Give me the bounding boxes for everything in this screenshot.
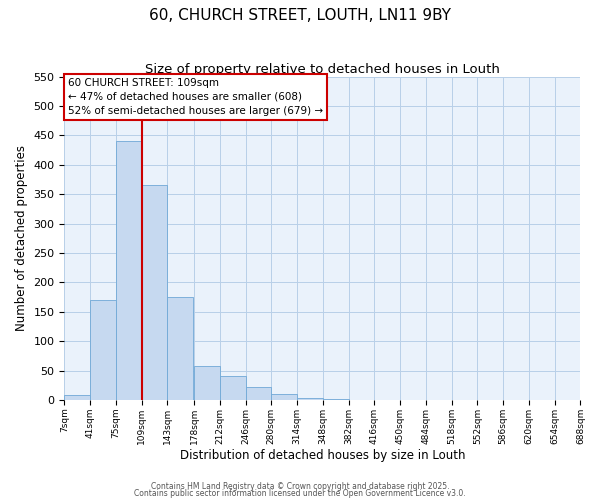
- Text: Contains HM Land Registry data © Crown copyright and database right 2025.: Contains HM Land Registry data © Crown c…: [151, 482, 449, 491]
- Title: Size of property relative to detached houses in Louth: Size of property relative to detached ho…: [145, 62, 500, 76]
- Text: 60 CHURCH STREET: 109sqm
← 47% of detached houses are smaller (608)
52% of semi-: 60 CHURCH STREET: 109sqm ← 47% of detach…: [68, 78, 323, 116]
- Bar: [271, 394, 297, 400]
- Bar: [297, 398, 323, 400]
- Bar: [245, 387, 271, 400]
- Bar: [167, 297, 193, 400]
- Text: 60, CHURCH STREET, LOUTH, LN11 9BY: 60, CHURCH STREET, LOUTH, LN11 9BY: [149, 8, 451, 22]
- Y-axis label: Number of detached properties: Number of detached properties: [15, 146, 28, 332]
- Text: Contains public sector information licensed under the Open Government Licence v3: Contains public sector information licen…: [134, 490, 466, 498]
- Bar: [220, 376, 245, 400]
- Bar: [194, 366, 220, 400]
- Bar: [142, 186, 167, 400]
- Bar: [64, 395, 90, 400]
- Bar: [116, 142, 142, 400]
- X-axis label: Distribution of detached houses by size in Louth: Distribution of detached houses by size …: [180, 450, 465, 462]
- Bar: [90, 300, 116, 400]
